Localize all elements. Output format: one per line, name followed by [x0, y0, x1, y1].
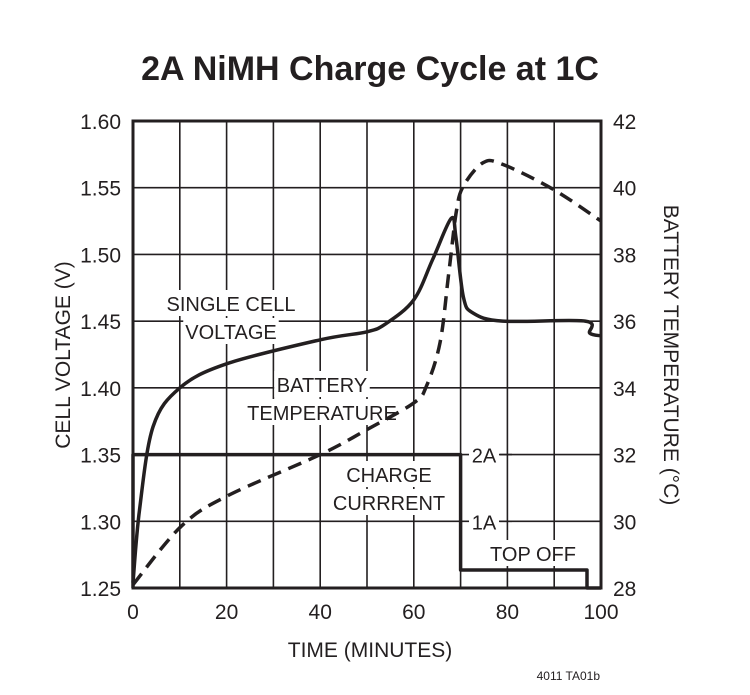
x-tick-label: 40	[309, 601, 332, 624]
current-tick-label: 2A	[472, 446, 497, 468]
x-tick-label: 80	[496, 601, 519, 624]
x-tick-label: 20	[215, 601, 238, 624]
annotations: SINGLE CELL VOLTAGE BATTERY TEMPERATURE CHAR…	[167, 294, 576, 566]
plot-frame	[131, 119, 603, 590]
annotation-background	[249, 399, 395, 425]
annotation-background	[274, 371, 370, 397]
annotation-label: CURRRENT	[333, 493, 445, 515]
annotation-background	[485, 540, 581, 566]
y-tick-label: 1.60	[80, 111, 121, 134]
annotation-backgrounds	[158, 290, 581, 566]
y2-tick-label: 42	[613, 111, 636, 134]
y2-tick-label: 40	[613, 178, 636, 201]
y-tick-label: 1.30	[80, 511, 121, 534]
y-axis-label: CELL VOLTAGE (V)	[52, 261, 75, 449]
annotation-background	[183, 318, 279, 344]
series-line-right	[131, 158, 602, 586]
y-tick-label: 1.55	[80, 178, 121, 201]
annotation-background	[469, 508, 499, 533]
x-tick-label: 60	[402, 601, 425, 624]
tick-labels: 0 20 40 60 80 100 1.25 1.30 1.35 1.40 1.45 1.50 1.55…	[80, 111, 637, 624]
annotation-background	[469, 441, 499, 466]
x-tick-label: 100	[583, 601, 618, 624]
annotation-label: VOLTAGE	[185, 322, 277, 344]
y-tick-label: 1.25	[80, 578, 121, 601]
y2-tick-label: 28	[613, 578, 636, 601]
y2-tick-label: 36	[613, 311, 636, 334]
annotation-background	[347, 461, 431, 487]
y-tick-label: 1.50	[80, 244, 121, 267]
y2-axis-label: BATTERY TEMPERATURE (°C)	[659, 205, 682, 506]
annotation-label: TOP OFF	[490, 544, 576, 566]
annotation-label: CHARGE	[346, 465, 432, 487]
annotation-label: BATTERY	[277, 375, 367, 397]
y-tick-label: 1.35	[80, 445, 121, 468]
annotation-background	[158, 290, 304, 316]
y2-tick-label: 32	[613, 445, 636, 468]
y2-tick-label: 30	[613, 511, 636, 534]
annotation-background	[335, 489, 443, 515]
y2-tick-label: 38	[613, 244, 636, 267]
current-tick-label: 1A	[472, 512, 497, 534]
grid	[133, 121, 601, 588]
y-tick-label: 1.45	[80, 311, 121, 334]
x-tick-label: 0	[127, 601, 139, 624]
chart-title: 2A NiMH Charge Cycle at 1C	[141, 50, 599, 88]
series-line-left	[131, 215, 602, 583]
x-axis-label: TIME (MINUTES)	[288, 639, 452, 662]
y2-tick-label: 34	[613, 378, 637, 401]
y-tick-label: 1.40	[80, 378, 121, 401]
annotation-label: SINGLE CELL	[167, 294, 296, 316]
annotation-label: TEMPERATURE	[247, 403, 397, 425]
footnote: 4011 TA01b	[537, 669, 601, 683]
